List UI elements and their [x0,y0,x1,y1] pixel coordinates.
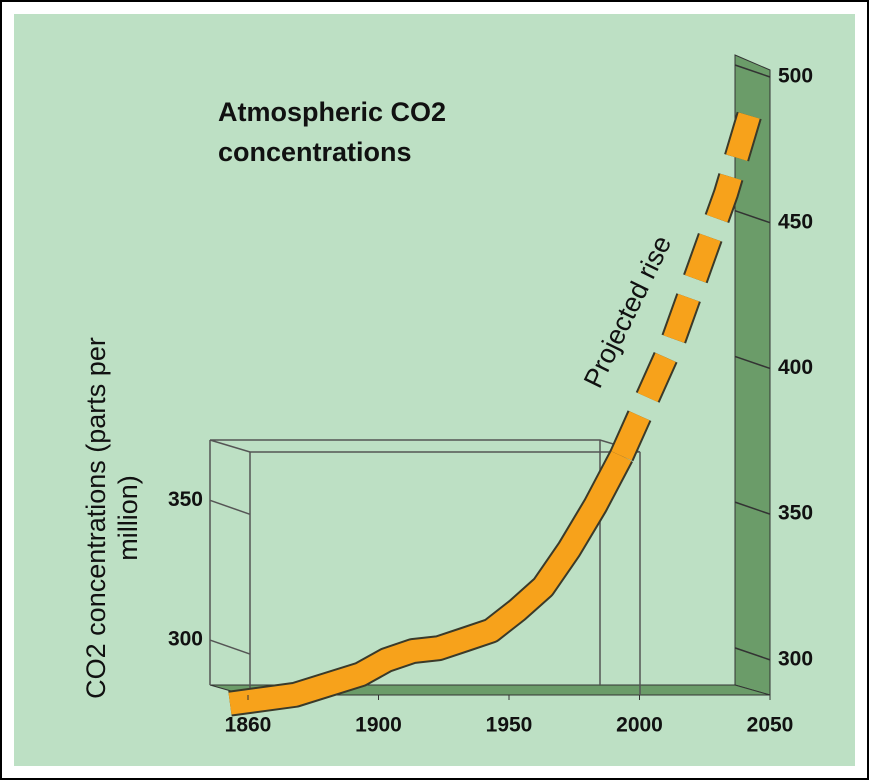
ribbon [228,450,632,715]
marks [228,102,765,717]
y-tick [734,210,771,224]
y2-tick [209,499,251,516]
y-tick [734,355,771,370]
chart-title: Atmospheric CO2 concentrations [218,97,447,167]
y-tick-label: 350 [778,502,813,525]
y2-tick [209,639,251,655]
y-tick [734,501,771,515]
y2-tick-label: 300 [168,628,203,651]
y-tick-label: 400 [778,356,813,379]
y-tick [734,64,771,78]
x-tick-label: 1900 [355,714,402,737]
y-tick [734,647,771,661]
y-axis-label: CO2 concentrations (parts per million) [81,337,143,699]
y2-tick-label: 350 [168,488,203,511]
y-tick-label: 300 [778,647,813,670]
y-tick-label: 500 [778,65,813,88]
x-tick-label: 2050 [747,714,794,737]
y-tick-label: 450 [778,210,813,233]
x-tick-label: 1950 [486,714,533,737]
x-tick-label: 2000 [616,714,663,737]
history-box [209,439,641,695]
ribbon [611,102,763,461]
x-tick-label: 1860 [225,714,272,737]
